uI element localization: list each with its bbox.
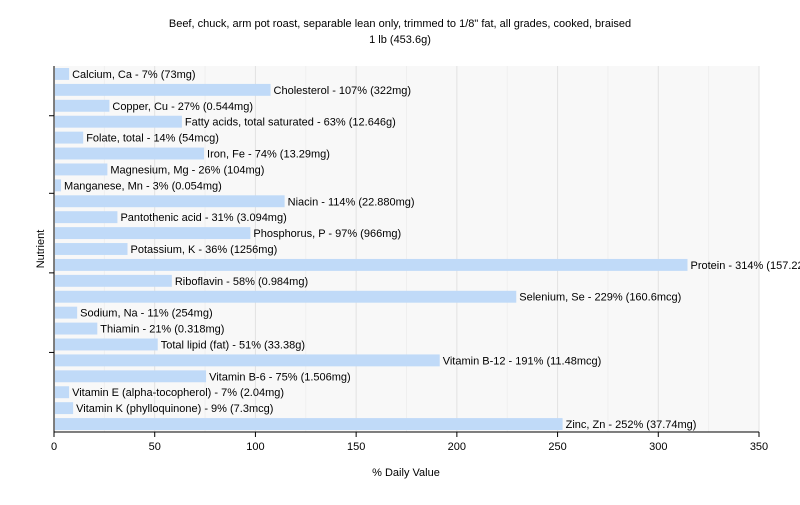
bar [55, 83, 271, 96]
bar [55, 211, 118, 224]
x-tick-label: 300 [649, 441, 667, 453]
bar-label: Total lipid (fat) - 51% (33.38g) [161, 339, 305, 351]
bar-label: Selenium, Se - 229% (160.6mcg) [519, 292, 681, 304]
x-tick-label: 100 [246, 441, 264, 453]
bar-label: Manganese, Mn - 3% (0.054mg) [64, 180, 222, 192]
x-tick-label: 350 [750, 441, 768, 453]
bar [55, 306, 78, 319]
bar-label: Calcium, Ca - 7% (73mg) [72, 69, 195, 81]
bar-label: Fatty acids, total saturated - 63% (12.6… [185, 117, 396, 129]
bar-label: Vitamin B-12 - 191% (11.48mcg) [443, 355, 602, 367]
x-tick-label: 50 [149, 441, 161, 453]
bar-label: Thiamin - 21% (0.318mg) [100, 324, 224, 336]
bar-label: Phosphorus, P - 97% (966mg) [253, 228, 401, 240]
x-axis-label: % Daily Value [372, 467, 440, 479]
bar [55, 386, 70, 399]
x-tick-label: 250 [548, 441, 566, 453]
bar [55, 68, 70, 80]
chart-title: Beef, chuck, arm pot roast, separable le… [169, 18, 631, 30]
bar-label: Folate, total - 14% (54mcg) [86, 133, 219, 145]
bar-label: Vitamin B-6 - 75% (1.506mg) [209, 371, 351, 383]
bar [55, 243, 128, 255]
y-axis-label: Nutrient [35, 230, 47, 269]
bar [55, 115, 182, 128]
bar-label: Iron, Fe - 74% (13.29mg) [207, 149, 330, 161]
bar-label: Pantothenic acid - 31% (3.094mg) [120, 212, 286, 224]
bar-label: Magnesium, Mg - 26% (104mg) [110, 164, 264, 176]
bar-label: Niacin - 114% (22.880mg) [288, 196, 415, 208]
bar [55, 258, 688, 271]
bar [55, 322, 98, 335]
bar-label: Sodium, Na - 11% (254mg) [80, 308, 212, 320]
x-tick-label: 200 [448, 441, 466, 453]
bar [55, 179, 62, 192]
bar-label: Riboflavin - 58% (0.984mg) [175, 276, 308, 288]
bar-label: Vitamin E (alpha-tocopherol) - 7% (2.04m… [72, 387, 284, 399]
x-tick-label: 150 [347, 441, 365, 453]
chart-subtitle: 1 lb (453.6g) [369, 34, 431, 46]
x-tick-label: 0 [51, 441, 57, 453]
bar [55, 402, 74, 415]
bar-label: Copper, Cu - 27% (0.544mg) [112, 101, 253, 113]
bar-label: Vitamin K (phylloquinone) - 9% (7.3mcg) [76, 403, 273, 415]
bar-label: Protein - 314% (157.22g) [690, 260, 800, 272]
bar [55, 418, 563, 430]
bar [55, 227, 251, 240]
bar [55, 195, 285, 208]
bar-label: Potassium, K - 36% (1256mg) [131, 244, 278, 256]
bar-label: Zinc, Zn - 252% (37.74mg) [566, 419, 697, 431]
bar [55, 354, 440, 367]
bar [55, 99, 110, 112]
bar [55, 370, 207, 383]
bar [55, 338, 158, 351]
bar [55, 163, 108, 176]
bar [55, 131, 84, 144]
bar [55, 274, 172, 287]
bar [55, 290, 517, 303]
bar-label: Cholesterol - 107% (322mg) [274, 85, 412, 97]
bar [55, 147, 205, 160]
